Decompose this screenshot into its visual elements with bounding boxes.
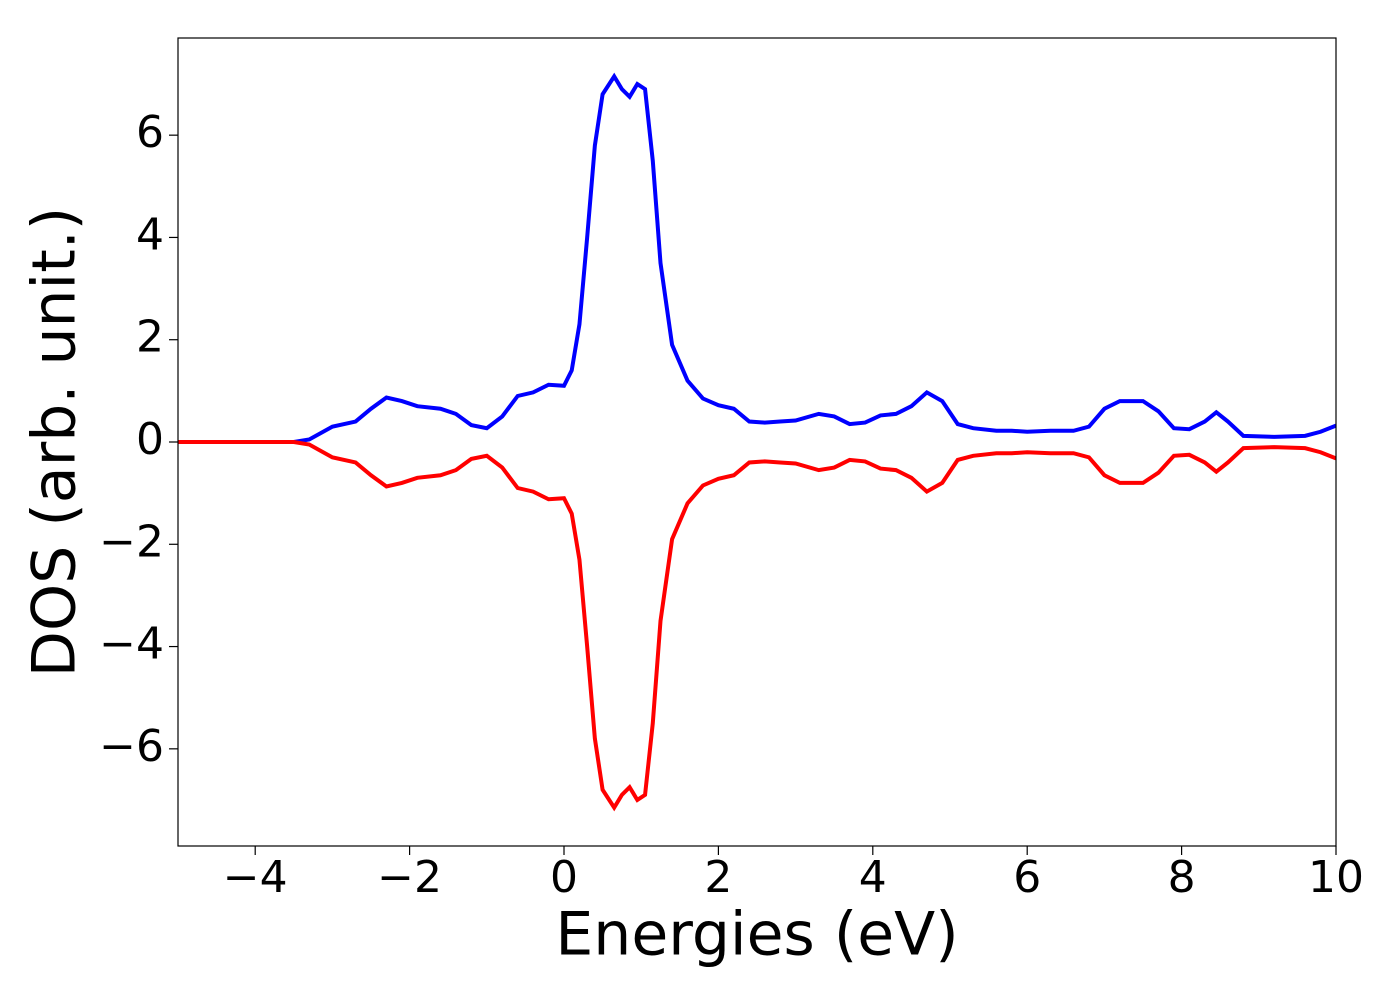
x-axis-label: Energies (eV) <box>555 900 958 970</box>
y-tick-label: −4 <box>99 619 164 670</box>
y-axis-label: DOS (arb. unit.) <box>20 207 90 677</box>
line-series <box>178 72 1336 444</box>
y-tick-label: 0 <box>136 414 164 465</box>
x-tick-label: 8 <box>1168 852 1196 903</box>
line-series <box>178 440 1336 812</box>
y-tick-label: −6 <box>99 721 164 772</box>
y-tick-label: 6 <box>136 107 164 158</box>
y-tick-label: 2 <box>136 312 164 363</box>
plot-frame <box>177 37 1337 847</box>
x-tick-label: 10 <box>1308 852 1364 903</box>
x-tick-label: 4 <box>859 852 887 903</box>
x-tick-label: −4 <box>223 852 288 903</box>
y-tick-label: 4 <box>136 209 164 260</box>
x-tick-label: 6 <box>1013 852 1041 903</box>
x-tick-label: −2 <box>377 852 442 903</box>
x-tick-label: 2 <box>704 852 732 903</box>
y-tick-label: −2 <box>99 516 164 567</box>
x-tick-label: 0 <box>550 852 578 903</box>
